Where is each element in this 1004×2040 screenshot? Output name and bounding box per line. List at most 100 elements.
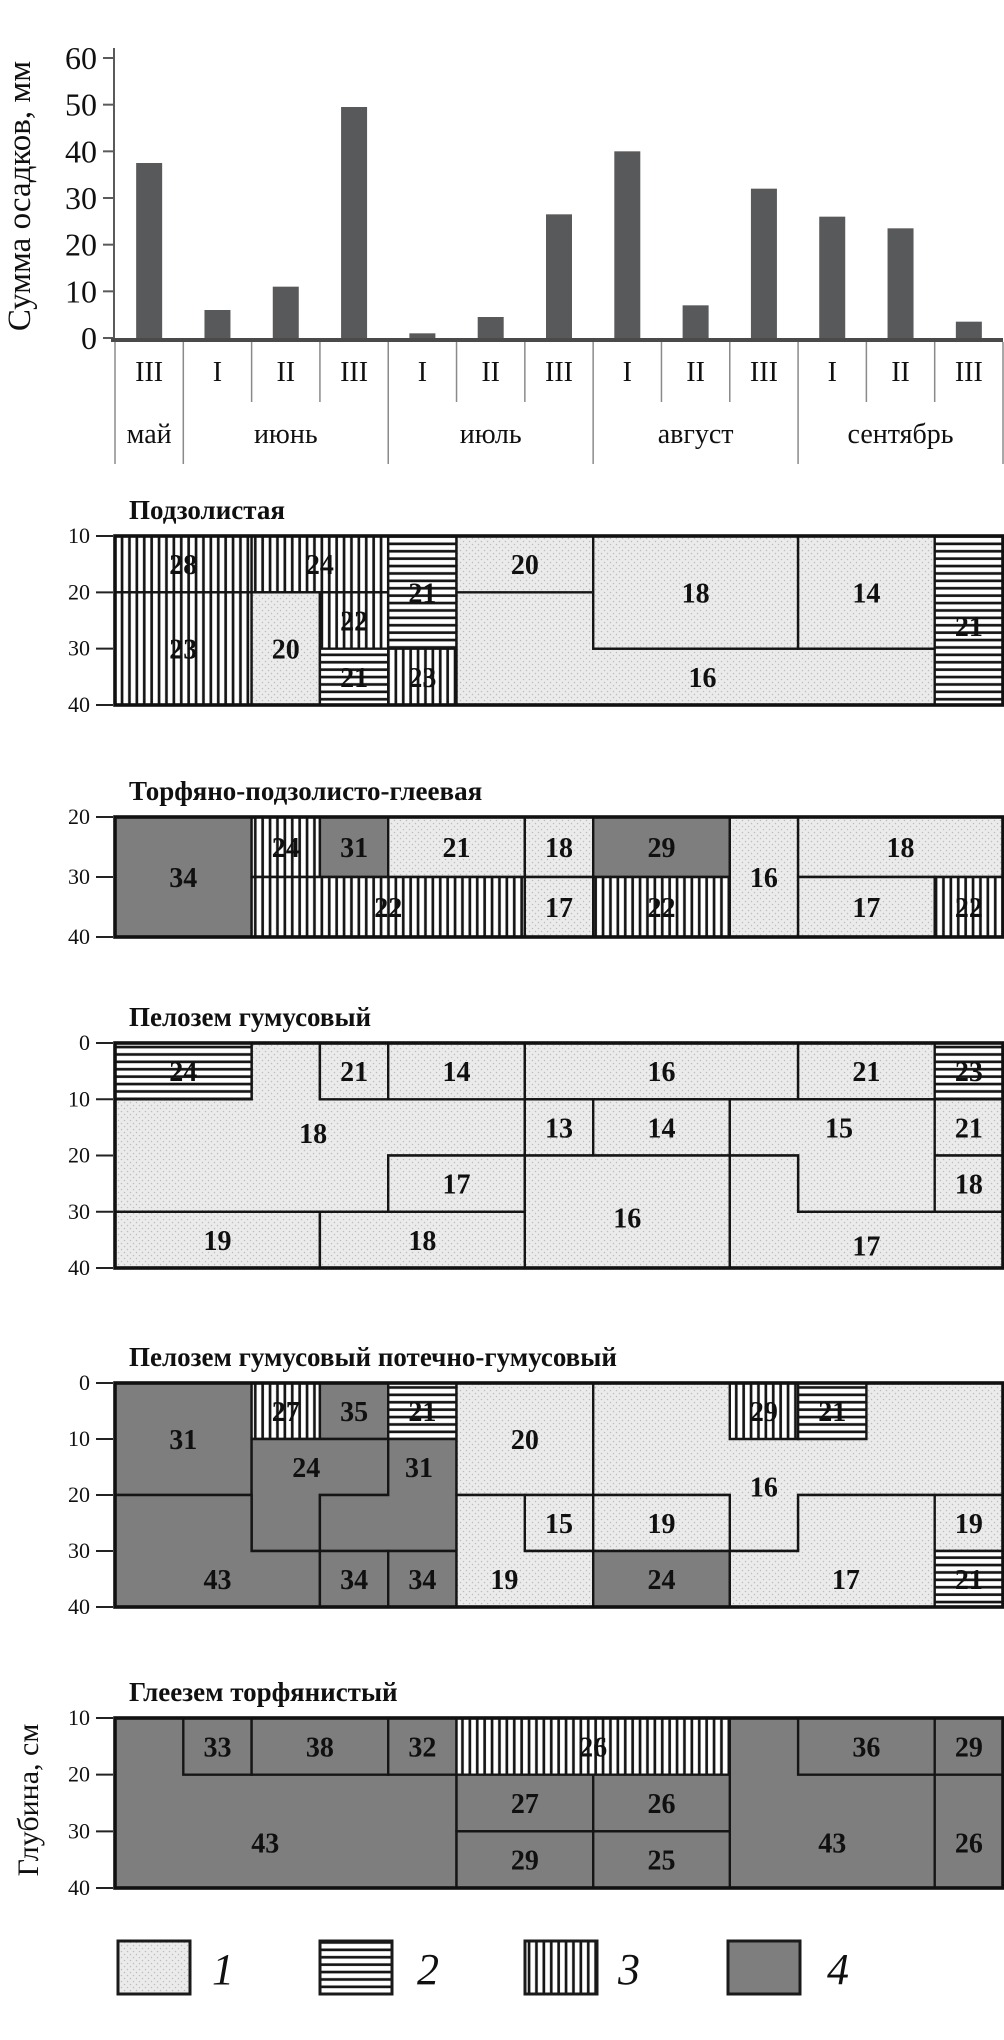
y-axis-tick-label: 20: [65, 227, 97, 263]
soil-cell-value: 18: [682, 578, 710, 609]
diagram-frame: [113, 1716, 1004, 1890]
soil-cell-value: 27: [272, 1397, 300, 1428]
soil-cell-value: 21: [408, 578, 436, 609]
y-axis-tick-label: 60: [65, 40, 97, 76]
soil-cell-value: 21: [955, 612, 983, 643]
soil-cell-value: 24: [272, 833, 300, 864]
decade-axis-row: III I II III I II III I II III I II III: [114, 342, 1004, 402]
bar-decade-13: [955, 321, 982, 338]
depth-tick-label: 10: [68, 1426, 90, 1451]
decade-label: III: [955, 357, 983, 388]
soil-cell-value: 43: [818, 1829, 846, 1860]
soil-cell-value: 24: [292, 1453, 320, 1484]
diagram-title: Подзолистая: [129, 495, 285, 525]
soil-cell-value: 23: [169, 635, 197, 666]
soil-cell-value: 19: [490, 1565, 518, 1596]
decade-label: I: [418, 357, 427, 388]
soil-cell-value: 34: [408, 1565, 436, 1596]
decade-label: I: [213, 357, 222, 388]
decade-label: I: [828, 357, 837, 388]
soil-cell-value: 16: [688, 663, 716, 694]
soil-cell-value: 43: [203, 1565, 231, 1596]
soil-diagram-2: Торфяно-подзолисто-глеевая 34 24 31 21 18 29 16…: [68, 776, 1004, 949]
soil-cell-value: 17: [852, 1232, 880, 1263]
soil-cell-value: 24: [306, 550, 334, 581]
soil-cell-value: 29: [647, 833, 675, 864]
soil-cell-value: 20: [272, 635, 300, 666]
soil-cell-value: 18: [299, 1119, 327, 1150]
soil-cell-value: 21: [443, 833, 471, 864]
soil-cell-value: 31: [169, 1425, 197, 1456]
legend-label-4: 4: [827, 1945, 849, 1994]
diagram-title: Глеезем торфянистый: [129, 1677, 398, 1707]
depth-tick-label: 40: [68, 692, 90, 717]
soil-cell-value: 19: [955, 1509, 983, 1540]
depth-tick-label: 40: [68, 1255, 90, 1280]
soil-cell-value: 18: [955, 1170, 983, 1201]
depth-tick-label: 30: [68, 1199, 90, 1224]
soil-cell-value: 19: [203, 1226, 231, 1257]
y-axis-tick-label: 10: [65, 273, 97, 309]
y-axis-title: Сумма осадков, мм: [2, 61, 38, 331]
depth-tick-label: 20: [68, 1762, 90, 1787]
legend-swatch-2: [318, 1939, 394, 1996]
bar-decade-7: [546, 214, 572, 338]
soil-cell-value: 15: [825, 1113, 853, 1144]
depth-tick-label: 30: [68, 864, 90, 889]
legend-label-3: 3: [617, 1945, 640, 1994]
bar-decade-4: [341, 107, 368, 338]
soil-cell-value: 18: [545, 833, 573, 864]
soil-cell-value: 14: [647, 1113, 675, 1144]
decade-label: III: [545, 357, 573, 388]
soil-cell-value: 21: [340, 1057, 368, 1088]
soil-cell-value: 22: [340, 607, 368, 638]
month-label: июль: [460, 419, 522, 450]
soil-cell-value: 18: [408, 1226, 436, 1257]
depth-tick-label: 0: [79, 1030, 90, 1055]
soil-cell-value: 21: [955, 1565, 983, 1596]
soil-cell-value: 34: [169, 863, 197, 894]
soil-cell-value: 35: [340, 1397, 368, 1428]
month-label: сентябрь: [848, 419, 954, 450]
soil-profile-diagrams: Подзолистая 28 23 24 20 22 21 21 23 16 20 18 14 21 10 2…: [12, 495, 1004, 1900]
depth-tick-label: 20: [68, 1143, 90, 1168]
depth-tick-label: 30: [68, 636, 90, 661]
soil-cell-value: 21: [955, 1113, 983, 1144]
soil-cell-value: 38: [306, 1732, 334, 1763]
decade-label: III: [340, 357, 368, 388]
soil-cell-value: 21: [818, 1397, 846, 1428]
soil-cell-value: 36: [852, 1732, 880, 1763]
soil-cell-value: 33: [203, 1732, 231, 1763]
soil-diagram-5: Глеезем торфянистый 43 43 33 38 32 26 36 29 27 26 2…: [68, 1677, 1004, 1900]
depth-tick-label: 10: [68, 1086, 90, 1111]
soil-cell-value: 23: [955, 1057, 983, 1088]
legend-swatch-3: [523, 1939, 599, 1996]
soil-cell-value: 17: [832, 1565, 860, 1596]
soil-cell-value: 13: [545, 1113, 573, 1144]
month-label: июнь: [254, 419, 318, 450]
decade-label: II: [276, 357, 295, 388]
decade-label: III: [135, 357, 163, 388]
soil-cell-value: 26: [955, 1829, 983, 1860]
soil-cell-value: 18: [887, 833, 915, 864]
depth-tick-label: 20: [68, 579, 90, 604]
soil-cell-value: 17: [852, 893, 880, 924]
soil-cell-value: 16: [647, 1057, 675, 1088]
soil-cell-value: 29: [955, 1732, 983, 1763]
bar-decade-8: [614, 151, 641, 338]
soil-cell-value: 15: [545, 1509, 573, 1540]
bar-decade-12: [887, 228, 914, 338]
bar-decade-5: [409, 333, 436, 338]
depth-tick-label: 20: [68, 1482, 90, 1507]
y-axis-tick-label: 0: [81, 320, 97, 356]
soil-cell-value: 32: [408, 1732, 436, 1763]
soil-cell-value: 16: [613, 1203, 641, 1234]
soil-cell-value: 24: [647, 1565, 675, 1596]
decade-label: III: [750, 357, 778, 388]
soil-cell-value: 31: [405, 1453, 433, 1484]
depth-tick-label: 10: [68, 523, 90, 548]
bar-decade-6: [477, 317, 504, 338]
soil-cell-value: 22: [647, 893, 675, 924]
